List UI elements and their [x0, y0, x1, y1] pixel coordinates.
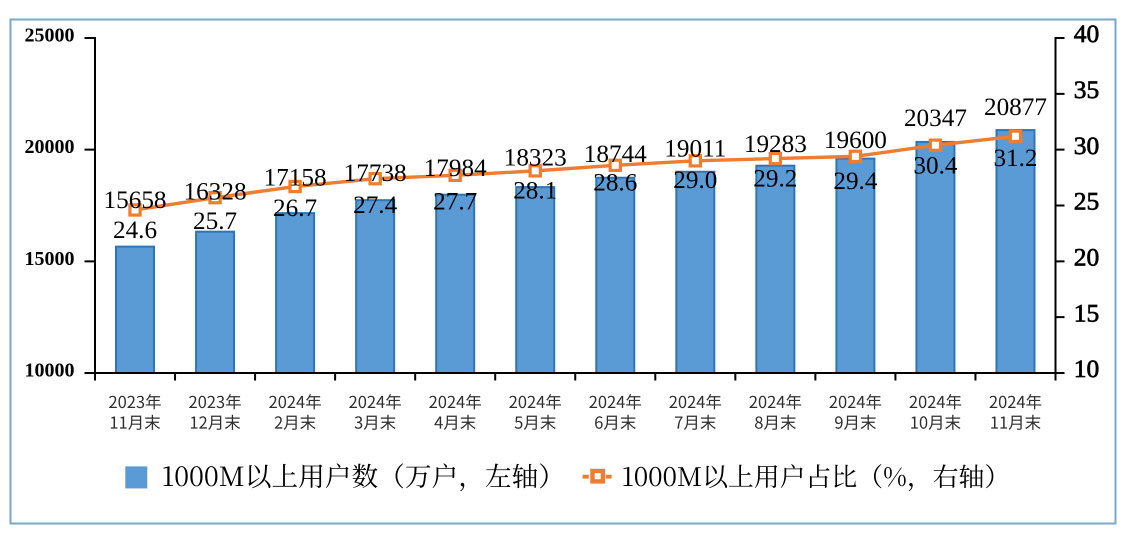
svg-text:29.0: 29.0	[673, 167, 717, 194]
svg-text:20347: 20347	[904, 105, 967, 132]
svg-text:28.1: 28.1	[513, 178, 557, 205]
svg-text:25000: 25000	[25, 25, 75, 47]
svg-text:30: 30	[1074, 131, 1100, 160]
svg-text:10: 10	[1074, 354, 1100, 383]
svg-text:24.6: 24.6	[113, 217, 157, 244]
svg-text:17158: 17158	[264, 164, 327, 191]
svg-text:19011: 19011	[664, 135, 726, 162]
svg-text:30.4: 30.4	[913, 152, 957, 179]
svg-text:27.7: 27.7	[433, 189, 477, 216]
svg-text:28.6: 28.6	[593, 170, 637, 197]
svg-text:18744: 18744	[584, 141, 647, 168]
svg-text:17984: 17984	[424, 155, 487, 182]
svg-text:26.7: 26.7	[273, 195, 317, 222]
svg-text:15000: 15000	[25, 248, 75, 270]
svg-text:31.2: 31.2	[993, 145, 1037, 172]
svg-text:15658: 15658	[104, 187, 167, 214]
svg-text:19283: 19283	[744, 131, 807, 158]
svg-text:17738: 17738	[344, 160, 407, 187]
svg-text:25: 25	[1074, 187, 1100, 216]
svg-text:29.2: 29.2	[753, 165, 797, 192]
svg-text:25.7: 25.7	[193, 208, 237, 235]
svg-text:20877: 20877	[984, 94, 1047, 121]
svg-text:15: 15	[1074, 298, 1100, 327]
svg-text:16328: 16328	[184, 178, 247, 205]
svg-text:20000: 20000	[25, 136, 75, 158]
svg-text:27.4: 27.4	[353, 192, 397, 219]
svg-text:20: 20	[1074, 243, 1100, 272]
svg-text:35: 35	[1074, 75, 1100, 104]
svg-text:19600: 19600	[824, 127, 887, 154]
svg-text:40: 40	[1074, 19, 1100, 48]
svg-text:29.4: 29.4	[833, 168, 877, 195]
svg-text:10000: 10000	[25, 360, 75, 382]
svg-text:18323: 18323	[504, 144, 567, 171]
